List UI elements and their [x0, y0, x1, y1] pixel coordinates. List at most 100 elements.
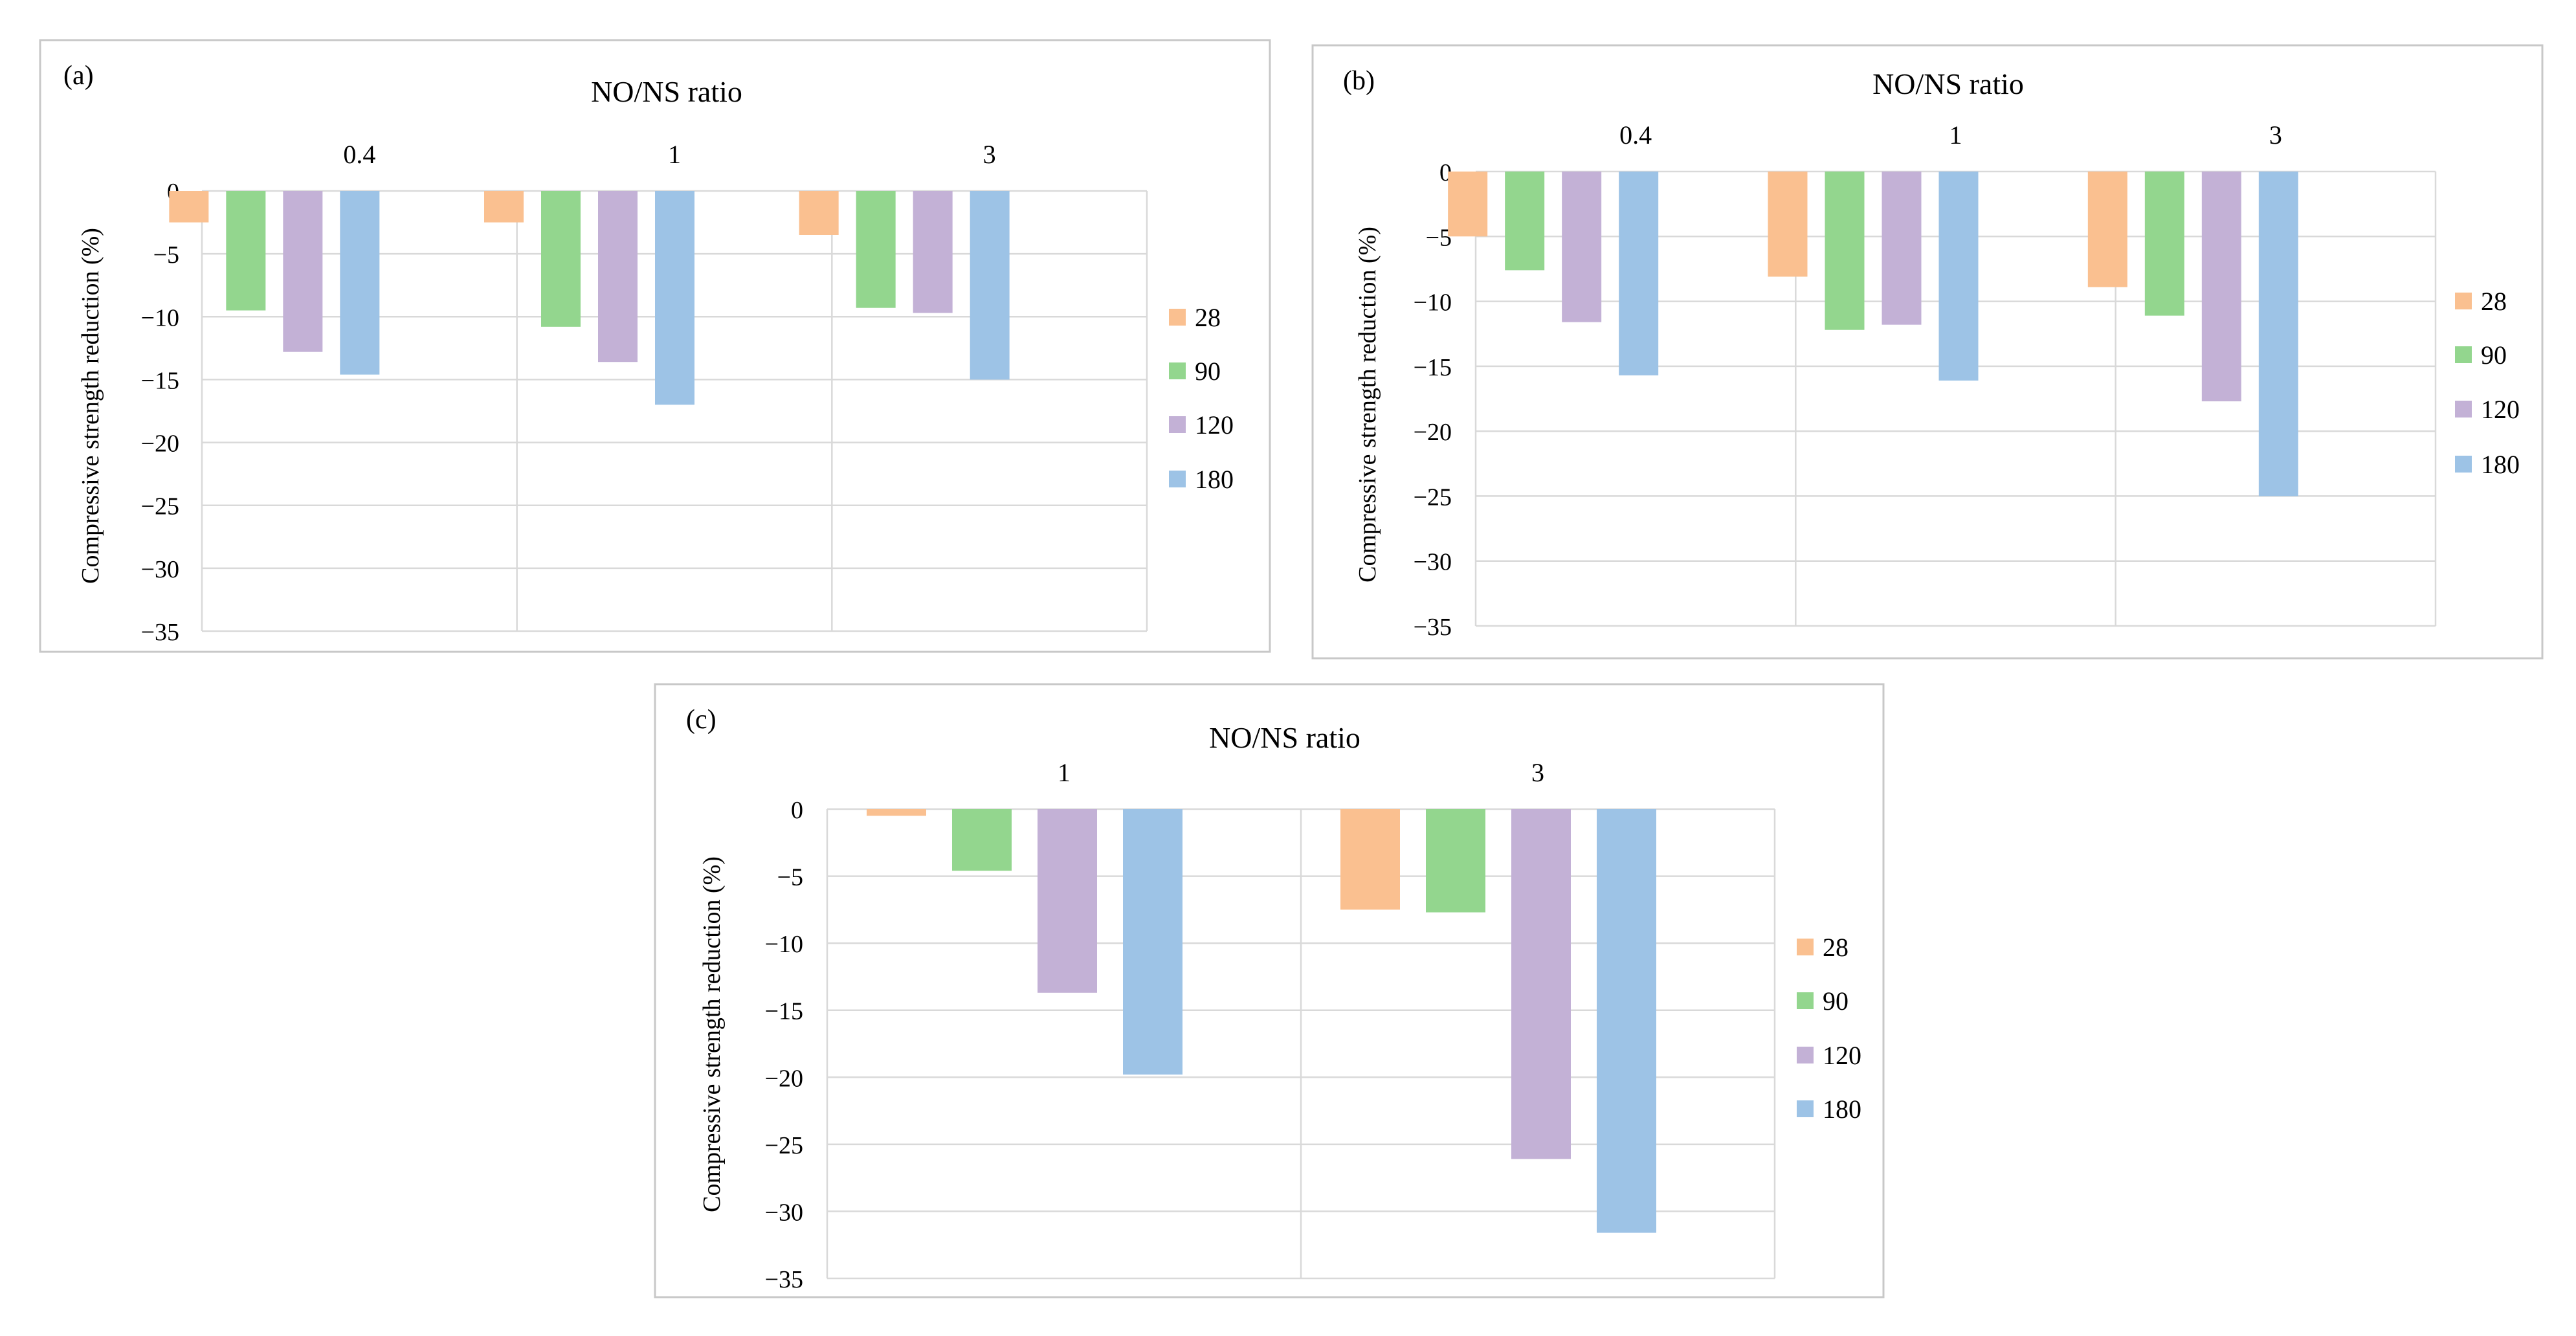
- y-tick-label: −5: [1426, 224, 1452, 251]
- legend-label: 90: [1195, 357, 1221, 386]
- bar-28-1: [484, 191, 524, 223]
- bar-28-3: [1340, 809, 1400, 910]
- legend-label: 180: [1195, 465, 1234, 494]
- legend-label: 120: [1195, 410, 1234, 440]
- chart-title: NO/NS ratio: [1872, 67, 2024, 100]
- category-label: 3: [1531, 758, 1544, 787]
- bar-180-1: [1123, 809, 1183, 1075]
- y-tick-label: −35: [1414, 614, 1452, 641]
- legend-swatch: [1797, 1100, 1814, 1117]
- bar-28-0_4: [1448, 172, 1488, 237]
- chart-panel-b: (b) NO/NS ratio Compressive strength red…: [1311, 44, 2544, 660]
- legend-label: 90: [1823, 986, 1849, 1016]
- bar-28-3: [2087, 172, 2127, 287]
- y-tick-label: 0: [791, 797, 803, 824]
- y-tick-label: −10: [765, 931, 803, 958]
- category-label: 0.4: [343, 140, 375, 169]
- legend-swatch: [2455, 401, 2472, 418]
- bar-120-0_4: [283, 191, 323, 352]
- legend-swatch: [2455, 293, 2472, 309]
- category-labels: 0.4 1 3: [1619, 120, 2282, 150]
- category-label: 1: [1058, 758, 1071, 787]
- category-label: 1: [668, 140, 681, 169]
- panel-label: (a): [63, 61, 94, 91]
- bars: [169, 191, 1010, 405]
- bar-90-1: [541, 191, 581, 327]
- y-tick-label: −30: [1414, 549, 1452, 576]
- bar-180-0_4: [1619, 172, 1659, 375]
- legend: 28 90 120 180: [1797, 933, 1861, 1124]
- bar-28-1: [867, 809, 926, 816]
- legend-swatch: [1797, 1047, 1814, 1063]
- legend-swatch: [2455, 346, 2472, 363]
- legend-swatch: [1169, 416, 1186, 433]
- bar-180-3: [1597, 809, 1656, 1233]
- y-tick-label: −25: [765, 1132, 803, 1159]
- panel-frame: [654, 683, 1885, 1298]
- legend-swatch: [1797, 939, 1814, 955]
- bar-90-1: [1825, 172, 1865, 330]
- legend-label: 90: [2481, 340, 2507, 370]
- legend-swatch: [1169, 309, 1186, 326]
- legend-label: 120: [1823, 1041, 1861, 1070]
- y-tick-label: −20: [141, 430, 179, 458]
- legend-swatch: [1169, 471, 1186, 487]
- bar-90-1: [952, 809, 1012, 871]
- bar-28-3: [799, 191, 839, 235]
- y-tick-label: −30: [765, 1199, 803, 1226]
- panel-frame: [1311, 44, 2544, 660]
- y-tick-label: −20: [765, 1065, 803, 1092]
- category-label: 3: [983, 140, 996, 169]
- y-tick-label: −35: [765, 1266, 803, 1293]
- bar-90-3: [856, 191, 896, 308]
- y-tick-label: −15: [141, 367, 179, 394]
- bar-28-0_4: [169, 191, 209, 223]
- chart-title: NO/NS ratio: [1209, 721, 1360, 754]
- legend-swatch: [2455, 456, 2472, 473]
- bar-180-3: [970, 191, 1010, 380]
- y-tick-label: −25: [141, 493, 179, 520]
- bar-120-3: [913, 191, 953, 313]
- y-tick-label: −10: [1414, 289, 1452, 317]
- bar-120-1: [1038, 809, 1097, 993]
- y-tick-label: −30: [141, 556, 179, 583]
- legend-label: 180: [1823, 1095, 1861, 1124]
- y-tick-label: −15: [765, 998, 803, 1025]
- bar-120-0_4: [1562, 172, 1602, 322]
- y-tick-label: −25: [1414, 484, 1452, 511]
- y-axis-label: Compressive strength reduction (%): [1354, 227, 1381, 583]
- bar-120-1: [1882, 172, 1922, 325]
- bar-180-3: [2258, 172, 2298, 496]
- bar-90-3: [2144, 172, 2184, 316]
- y-axis-label: Compressive strength reduction (%): [698, 856, 726, 1212]
- chart-panel-c: (c) NO/NS ratio Compressive strength red…: [654, 683, 1885, 1298]
- bar-90-0_4: [226, 191, 266, 311]
- y-tick-label: −5: [153, 241, 179, 269]
- y-axis-label: Compressive strength reduction (%): [77, 228, 104, 584]
- y-tick-label: −10: [141, 304, 179, 331]
- y-ticks: 0−5−10−15−20−25−30−35: [1414, 159, 1452, 641]
- bars: [1448, 172, 2298, 496]
- panel-label: (c): [686, 705, 716, 735]
- legend: 28 90 120 180: [2455, 287, 2520, 479]
- category-label: 1: [1949, 120, 1962, 150]
- bar-120-1: [598, 191, 638, 362]
- bar-120-3: [1511, 809, 1571, 1159]
- bar-120-3: [2201, 172, 2241, 402]
- legend: 28 90 120 180: [1169, 303, 1234, 494]
- y-tick-label: −5: [777, 864, 803, 891]
- y-tick-label: −35: [141, 619, 179, 646]
- chart-title: NO/NS ratio: [591, 75, 742, 108]
- y-tick-label: −20: [1414, 419, 1452, 446]
- legend-label: 180: [2481, 450, 2520, 479]
- y-ticks: 0 −5 −10 −15 −20 −25 −30 −35: [765, 797, 803, 1293]
- legend-label: 28: [1195, 303, 1221, 332]
- bar-180-1: [655, 191, 694, 405]
- legend-swatch: [1169, 362, 1186, 379]
- bar-90-0_4: [1505, 172, 1545, 271]
- legend-label: 28: [1823, 933, 1849, 962]
- legend-label: 120: [2481, 395, 2520, 424]
- chart-panel-a: (a) NO/NS ratio Compressive strength red…: [39, 39, 1271, 653]
